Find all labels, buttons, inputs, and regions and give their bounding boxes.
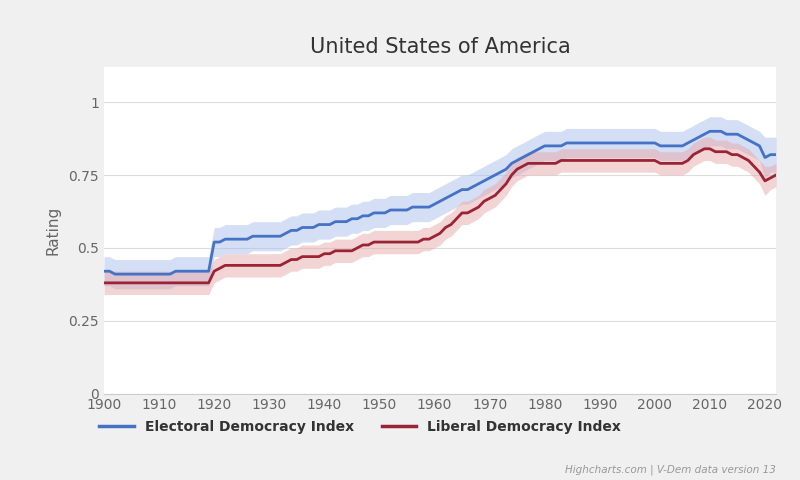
Title: United States of America: United States of America (310, 37, 570, 57)
Text: Highcharts.com | V-Dem data version 13: Highcharts.com | V-Dem data version 13 (565, 465, 776, 475)
Legend: Electoral Democracy Index, Liberal Democracy Index: Electoral Democracy Index, Liberal Democ… (94, 414, 626, 440)
Y-axis label: Rating: Rating (45, 206, 60, 255)
